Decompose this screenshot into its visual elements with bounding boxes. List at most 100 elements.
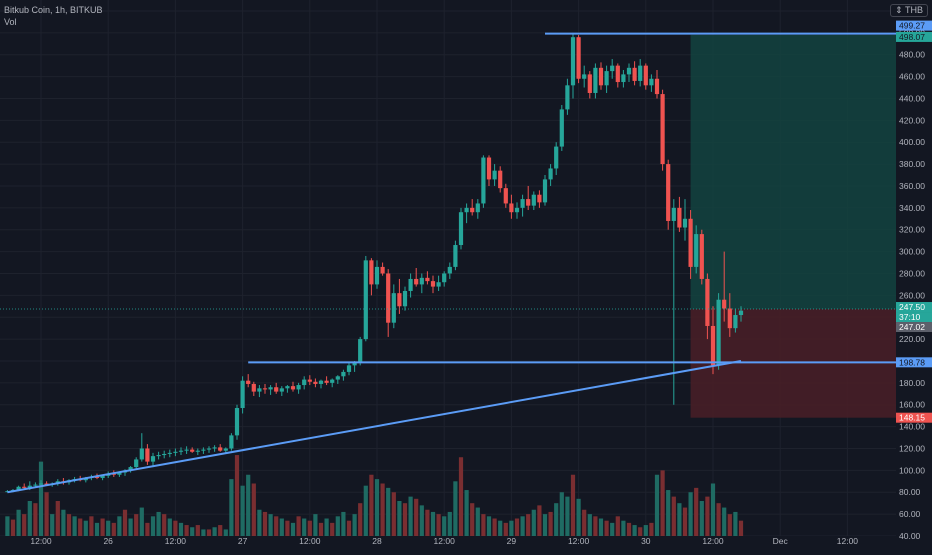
- volume-bar: [27, 500, 32, 536]
- candle-body: [402, 290, 408, 307]
- volume-bar: [688, 492, 693, 536]
- volume-bar: [436, 514, 441, 536]
- volume-bar: [201, 529, 206, 536]
- volume-bar: [593, 516, 598, 536]
- volume-bar: [694, 487, 699, 536]
- candle-body: [520, 199, 525, 208]
- symbol-line[interactable]: Bitkub Coin, 1h, BITKUB: [4, 5, 103, 15]
- volume-bar: [654, 474, 660, 536]
- stop-price-label: 148.15: [899, 413, 925, 423]
- price-axis-bg: [896, 0, 932, 550]
- candle-body: [290, 386, 296, 390]
- time-tick-label: 12:00: [30, 536, 52, 546]
- candle-body: [246, 380, 251, 384]
- high-price-label: 499.27: [899, 21, 925, 31]
- time-tick-label: 12:00: [299, 536, 321, 546]
- candle-body: [212, 447, 217, 449]
- price-tick-label: 60.00: [899, 509, 921, 519]
- time-axis: 12:00 26 12:00 27 12:00 28 12:00 29 12:00 30 12:00…: [0, 536, 896, 550]
- volume-bar: [738, 520, 744, 536]
- volume-bar: [128, 518, 133, 536]
- volume-bar: [100, 518, 105, 536]
- candle-body: [727, 308, 732, 329]
- candle-body: [464, 207, 469, 213]
- volume-bar: [145, 522, 150, 536]
- price-tick-label: 460.00: [899, 72, 925, 82]
- price-tick-label: 320.00: [899, 225, 925, 235]
- volume-bar: [369, 474, 374, 536]
- time-tick-label: 12:00: [568, 536, 590, 546]
- candle-body: [654, 78, 660, 95]
- volume-bar: [475, 507, 480, 536]
- volume-bar: [643, 525, 648, 536]
- candle-body: [274, 387, 279, 392]
- volume-bar: [257, 509, 262, 536]
- volume-bar: [514, 518, 520, 536]
- volume-bar: [537, 505, 542, 536]
- volume-bar: [498, 520, 503, 536]
- candle-body: [150, 456, 156, 462]
- price-tick-label: 80.00: [899, 487, 921, 497]
- candle-body: [509, 203, 514, 213]
- candle-body: [145, 448, 150, 462]
- candle-body: [436, 282, 441, 287]
- volume-bar: [587, 514, 592, 536]
- volume-bar: [122, 509, 128, 536]
- candle-body: [302, 379, 307, 386]
- candle-body: [341, 371, 346, 377]
- support-price-label-bg: [896, 357, 932, 368]
- high-price-label-bg: [896, 20, 932, 31]
- volume-bar: [464, 490, 469, 536]
- candle-body: [414, 278, 419, 285]
- volume-bar: [274, 516, 279, 536]
- candle-body: [240, 380, 245, 409]
- price-tick-label: 340.00: [899, 203, 925, 213]
- price-axis: 520.00500.00480.00460.00440.00420.00400.…: [896, 0, 932, 550]
- volume-bar: [184, 525, 189, 536]
- candle-body: [229, 435, 234, 449]
- volume-bar: [677, 503, 682, 536]
- candle-body: [408, 278, 413, 291]
- price-tick-label: 100.00: [899, 465, 925, 475]
- volume-bar: [150, 516, 156, 536]
- candle-body: [671, 207, 676, 221]
- volume-bar: [89, 516, 94, 536]
- volume-bar: [615, 516, 620, 536]
- volume-bar: [503, 522, 508, 536]
- candle-body: [537, 194, 542, 203]
- candle-body: [38, 483, 44, 485]
- volume-bar: [447, 511, 452, 536]
- volume-bar: [246, 474, 251, 536]
- candle-body: [397, 293, 402, 307]
- candle-body: [576, 37, 581, 79]
- volume-bar: [341, 511, 346, 536]
- volume-bar: [699, 500, 704, 536]
- volume-bar: [453, 481, 458, 536]
- candle-body: [178, 450, 184, 452]
- candle-body: [184, 449, 189, 451]
- volume-bar: [481, 514, 486, 536]
- volume-bar: [139, 507, 144, 536]
- candle-body: [559, 109, 564, 147]
- volume-bar: [50, 514, 55, 536]
- price-tick-label: 260.00: [899, 290, 925, 300]
- currency-button[interactable]: ⇕ THB: [890, 4, 928, 17]
- candle-body: [688, 218, 693, 267]
- candle-body: [358, 339, 363, 363]
- volume-bar: [520, 516, 525, 536]
- volume-bar: [324, 518, 329, 536]
- volume-bar: [666, 490, 671, 536]
- candle-body: [587, 74, 592, 93]
- candle-body: [598, 67, 604, 86]
- volume-bar: [509, 520, 514, 536]
- candle-body: [503, 188, 508, 204]
- volume-bar: [610, 522, 615, 536]
- candle-body: [279, 388, 284, 392]
- volume-label[interactable]: Vol: [4, 17, 17, 27]
- volume-bar: [195, 525, 200, 536]
- candle-body: [44, 483, 49, 485]
- candle-body: [447, 266, 452, 274]
- volume-bar: [430, 511, 436, 536]
